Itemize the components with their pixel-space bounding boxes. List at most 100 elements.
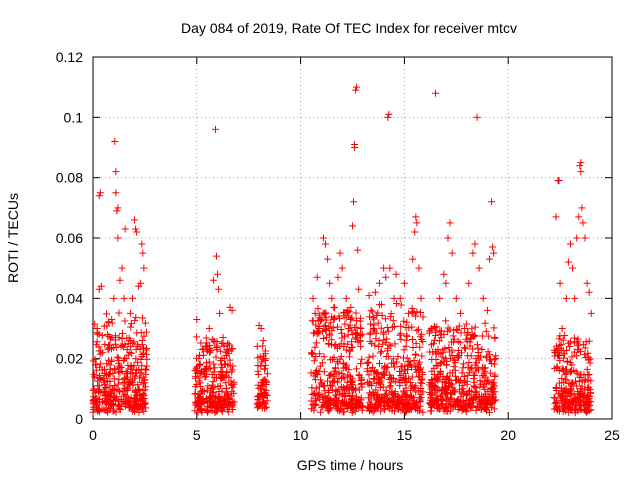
data-point (368, 363, 376, 371)
data-point (488, 360, 496, 368)
data-point (206, 348, 214, 356)
data-point (106, 370, 114, 378)
data-point (333, 323, 341, 331)
data-point (365, 371, 373, 379)
data-point (452, 294, 460, 302)
data-point (211, 374, 219, 382)
data-point (367, 306, 375, 314)
data-point (141, 319, 149, 327)
data-point (324, 255, 332, 263)
data-point (89, 386, 97, 394)
data-point (486, 351, 494, 359)
data-point (370, 375, 378, 383)
data-point (430, 364, 438, 372)
data-point (263, 392, 271, 400)
data-point (346, 347, 354, 355)
data-point (121, 317, 129, 325)
data-point (576, 162, 584, 170)
data-point (400, 391, 408, 399)
data-point (435, 337, 443, 345)
data-point (586, 389, 594, 397)
data-point (384, 347, 392, 355)
data-point (224, 361, 232, 369)
data-point (213, 337, 221, 345)
data-point (114, 204, 122, 212)
data-point (140, 391, 148, 399)
data-point (140, 332, 148, 340)
data-point (196, 360, 204, 368)
data-point (455, 322, 463, 330)
data-point (401, 366, 409, 374)
data-point (130, 338, 138, 346)
data-point (256, 353, 264, 361)
data-point (568, 361, 576, 369)
data-point (142, 371, 150, 379)
data-point (468, 364, 476, 372)
data-point (554, 406, 562, 414)
data-point (109, 387, 117, 395)
data-point (469, 249, 477, 257)
data-point (400, 376, 408, 384)
data-point (114, 380, 122, 388)
data-point (481, 367, 489, 375)
data-point (105, 404, 113, 412)
data-point (581, 234, 589, 242)
data-point (559, 354, 567, 362)
data-point (557, 340, 565, 348)
data-point (562, 396, 570, 404)
data-point (428, 378, 436, 386)
data-point (357, 314, 365, 322)
data-points (89, 83, 595, 417)
data-point (198, 346, 206, 354)
data-point (344, 325, 352, 332)
data-point (352, 309, 360, 317)
data-point (482, 405, 490, 413)
data-point (126, 397, 134, 405)
data-point (564, 258, 572, 266)
data-point (471, 240, 479, 248)
data-point (444, 384, 452, 392)
data-point (333, 344, 341, 352)
data-point (89, 357, 97, 365)
data-point (104, 371, 112, 379)
data-point (365, 291, 373, 299)
data-point (97, 375, 105, 383)
data-point (348, 375, 356, 383)
data-point (127, 323, 135, 331)
data-point (206, 393, 214, 401)
data-point (327, 382, 335, 390)
data-point (364, 380, 372, 388)
data-point (315, 314, 323, 322)
data-point (133, 228, 141, 236)
data-point (585, 288, 593, 296)
data-point (462, 320, 470, 328)
data-point (554, 344, 562, 352)
data-point (399, 354, 407, 362)
data-point (96, 371, 104, 379)
data-point (555, 407, 563, 415)
data-point (95, 406, 103, 414)
data-point (104, 331, 112, 339)
data-point (338, 391, 346, 399)
data-point (138, 405, 146, 413)
data-point (400, 346, 408, 354)
data-point (459, 397, 467, 405)
data-point (110, 375, 118, 383)
data-point (104, 401, 112, 409)
data-point (571, 294, 579, 302)
data-point (568, 379, 576, 387)
data-point (572, 352, 580, 360)
data-point (385, 341, 393, 349)
data-point (577, 397, 585, 405)
data-point (378, 300, 386, 308)
data-point (465, 387, 473, 395)
data-point (127, 394, 135, 402)
data-point (570, 366, 578, 374)
data-point (210, 368, 218, 376)
data-point (408, 323, 416, 331)
data-point (416, 398, 424, 406)
data-point (203, 343, 211, 351)
data-point (575, 213, 583, 221)
data-point (467, 365, 475, 373)
data-point (365, 389, 373, 397)
